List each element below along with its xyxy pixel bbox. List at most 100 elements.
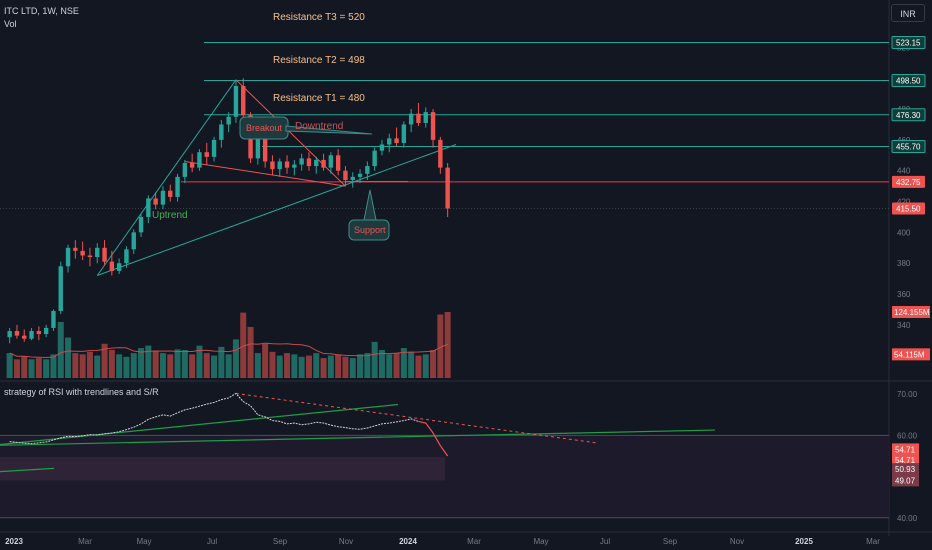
- volume-bar: [422, 354, 429, 378]
- price-tag-label: 476.30: [896, 111, 921, 120]
- rsi-support-trend-1: [0, 403, 399, 446]
- rsi-value-tag: [892, 443, 919, 456]
- time-tick-label: May: [136, 537, 151, 546]
- candle-body: [343, 170, 348, 180]
- volume-bar: [174, 349, 181, 378]
- volume-bar: [123, 356, 130, 378]
- price-tag-label: 523.15: [896, 39, 921, 48]
- candle-body: [357, 173, 363, 177]
- price-tag: [891, 140, 926, 154]
- candle-body: [270, 161, 275, 170]
- candle-body: [124, 249, 129, 264]
- candle-body: [350, 176, 355, 180]
- price-tag: [891, 74, 926, 88]
- candle-body: [241, 85, 246, 116]
- volume-bar: [298, 356, 305, 378]
- time-tick-label: 2025: [795, 537, 813, 546]
- rsi-value-tag: [892, 454, 919, 467]
- volume-bar: [35, 358, 42, 378]
- rsi-zone: [0, 457, 445, 481]
- candle-body: [335, 155, 341, 171]
- uptrend-upper-line: [96, 79, 237, 276]
- candle-body: [430, 112, 436, 140]
- price-tick-label: 340: [897, 321, 911, 330]
- price-tick-label: 360: [897, 290, 911, 299]
- currency-button[interactable]: INR: [891, 4, 925, 22]
- candle-body: [36, 331, 42, 335]
- candle-body: [284, 161, 290, 168]
- downtrend-line: [235, 79, 346, 187]
- price-tag: [891, 108, 926, 122]
- volume-bar: [386, 354, 393, 378]
- downtrend-lower-line: [184, 160, 346, 187]
- rsi-value-tag-label: 54.71: [895, 456, 916, 465]
- rsi-tick-label: 70.00: [897, 390, 918, 399]
- candle-body: [51, 310, 56, 328]
- candle-body: [394, 138, 399, 143]
- volume-bar: [28, 359, 35, 378]
- volume-tag-label: 124.155M: [894, 308, 930, 317]
- volume-bar: [159, 353, 166, 378]
- volume-bar: [65, 337, 72, 378]
- breakout-callout-pointer: [285, 125, 373, 135]
- candle-body: [387, 138, 392, 145]
- rsi-support-trend-3: [0, 467, 55, 473]
- volume-bar: [94, 355, 101, 378]
- volume-bar: [342, 356, 349, 378]
- resistance-label: Resistance T1 = 480: [273, 93, 365, 104]
- resistance-label: Resistance T3 = 520: [273, 12, 365, 23]
- candle-body: [321, 159, 326, 168]
- price-tick-label: 400: [897, 228, 911, 237]
- volume-bar: [408, 351, 415, 378]
- price-tag-label: 498.50: [896, 77, 921, 86]
- candle-body: [58, 266, 63, 311]
- volume-bar: [181, 349, 188, 378]
- candle-body: [43, 327, 49, 335]
- candle-body: [102, 247, 107, 262]
- breakout-label: Breakout: [246, 123, 283, 133]
- price-tag: [892, 175, 925, 188]
- price-tick-label: 380: [897, 259, 911, 268]
- volume-bar: [313, 353, 320, 378]
- downtrend-label: Downtrend: [295, 121, 343, 132]
- volume-bar: [211, 355, 218, 378]
- volume-bar: [357, 354, 364, 378]
- price-tag-label: 415.50: [896, 204, 921, 213]
- candle-body: [73, 247, 78, 251]
- volume-bar: [262, 343, 269, 378]
- time-tick-label: Mar: [467, 537, 481, 546]
- volume-title: Vol: [4, 19, 17, 29]
- volume-bar: [305, 355, 312, 378]
- rsi-value-tag-label: 49.07: [895, 476, 916, 485]
- candle-body: [299, 158, 304, 165]
- candle-body: [175, 176, 180, 197]
- volume-bar: [6, 353, 13, 378]
- candle-body: [95, 247, 100, 258]
- volume-bar: [101, 343, 108, 378]
- price-tag-label: 432.75: [896, 178, 921, 187]
- volume-bar: [444, 312, 451, 378]
- volume-bar: [57, 321, 64, 378]
- candle-body: [306, 158, 312, 167]
- volume-tag: [892, 306, 930, 318]
- volume-bar: [138, 348, 145, 378]
- rsi-value-tag: [892, 463, 919, 476]
- candle-body: [438, 139, 443, 168]
- time-tick-label: Mar: [78, 537, 92, 546]
- symbol-title: ITC LTD, 1W, NSE: [4, 6, 79, 16]
- price-tick-label: 420: [897, 198, 911, 207]
- volume-bar: [130, 353, 137, 378]
- candle-body: [445, 167, 450, 209]
- rsi-line: [9, 392, 419, 445]
- volume-ma-line: [9, 342, 448, 359]
- rsi-indicator-title: strategy of RSI with trendlines and S/R: [4, 387, 159, 397]
- rsi-line-recent: [418, 420, 449, 457]
- volume-bar: [430, 349, 437, 378]
- time-tick-label: Nov: [730, 537, 744, 546]
- candle-body: [153, 198, 158, 205]
- candle-body: [138, 216, 144, 233]
- candle-body: [7, 331, 12, 338]
- time-tick-label: 2024: [399, 537, 417, 546]
- volume-bar: [364, 353, 371, 378]
